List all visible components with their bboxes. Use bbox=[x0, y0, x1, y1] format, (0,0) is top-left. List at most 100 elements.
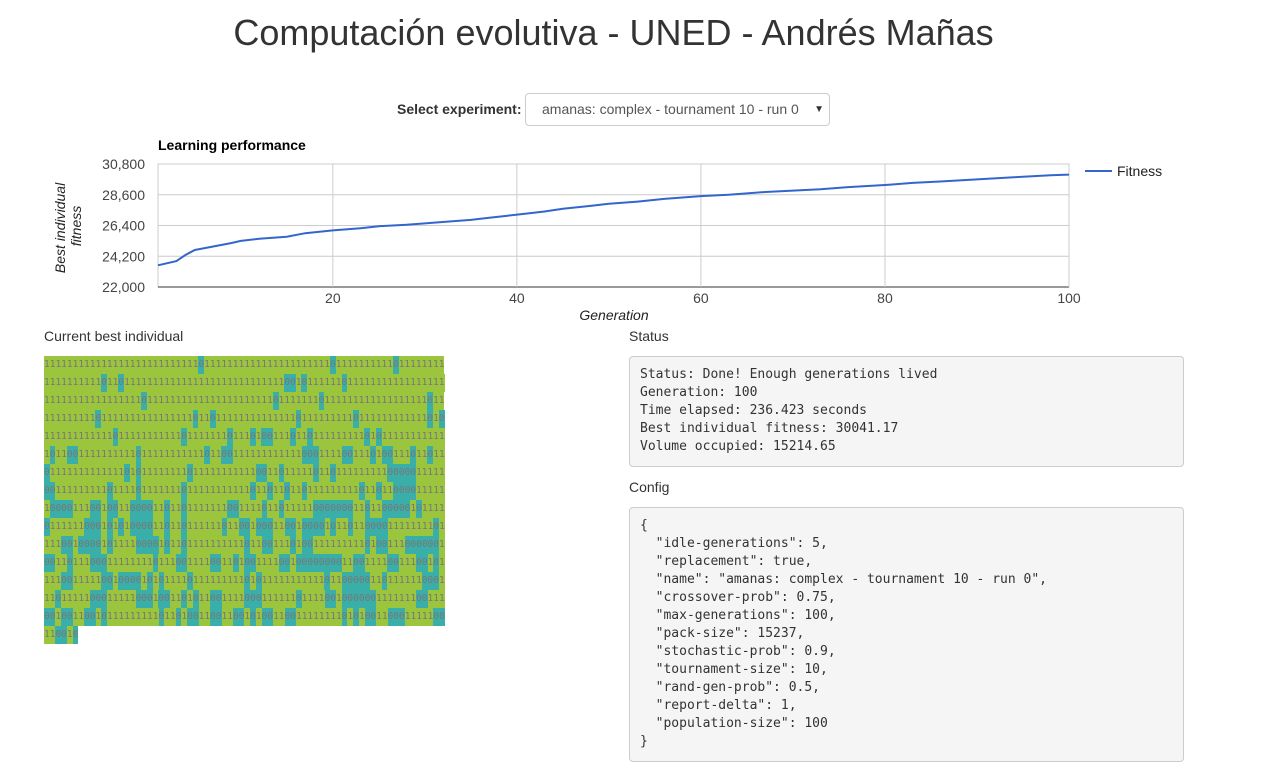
bit-run: 11111111111 bbox=[192, 464, 256, 482]
bit-run: 0 bbox=[227, 428, 233, 446]
bit-run: 000 bbox=[255, 518, 274, 536]
bit-run: 1111111 bbox=[187, 500, 228, 518]
bit-run: 0000 bbox=[135, 536, 159, 554]
bit-run: 000000 bbox=[341, 590, 377, 608]
bit-run: 000000 bbox=[404, 536, 439, 554]
chart-x-axis-ticks: 20 40 60 80 100 bbox=[325, 290, 1081, 306]
bit-run: 0 bbox=[147, 572, 153, 590]
bit-row: 1110010000101111000010110111111111101100… bbox=[44, 536, 597, 554]
bit-run: 00 bbox=[158, 590, 170, 608]
bit-run: 00 bbox=[261, 608, 274, 626]
bit-row: 0111111000101010000110110111111011001000… bbox=[44, 518, 597, 536]
bit-run: 0 bbox=[347, 518, 354, 536]
bit-run: 1111 bbox=[301, 590, 325, 608]
bit-run: 1111111111111111111111 bbox=[146, 392, 273, 410]
bit-run: 1 bbox=[375, 446, 382, 464]
bit-run: 11 bbox=[330, 572, 342, 590]
bit-run: 1 bbox=[187, 590, 193, 608]
bit-run: 11 bbox=[255, 482, 268, 500]
bit-run: 0 bbox=[232, 554, 239, 572]
bit-run: 111111111111 bbox=[232, 446, 302, 464]
bit-run: 0 bbox=[101, 608, 108, 626]
bit-run: 11 bbox=[198, 608, 211, 626]
y-tick-label: 22,000 bbox=[102, 279, 145, 295]
experiment-label: Select experiment: bbox=[397, 101, 522, 117]
bit-row: 0010011001011111111101101001100110010100… bbox=[44, 608, 597, 626]
bit-run: 0 bbox=[141, 392, 147, 410]
bit-run: 11111111 bbox=[295, 608, 342, 626]
bit-run: 0 bbox=[301, 482, 308, 500]
bit-run: 00 bbox=[255, 464, 268, 482]
bit-run: 0 bbox=[66, 554, 73, 572]
bit-run: 11 bbox=[267, 464, 279, 482]
bit-run: 111111111 bbox=[335, 464, 388, 482]
bit-run: 1111 bbox=[187, 554, 210, 572]
bit-run: 11 bbox=[376, 608, 388, 626]
bit-run: 11111111 bbox=[141, 464, 188, 482]
bit-run: 00 bbox=[324, 590, 336, 608]
bit-run: 0000 bbox=[78, 536, 102, 554]
bit-run: 111111111 bbox=[107, 608, 159, 626]
bit-run: 1 bbox=[370, 536, 377, 554]
bit-run: 00 bbox=[284, 374, 296, 392]
bit-run: 111111111 bbox=[301, 410, 353, 428]
bit-run: 11 bbox=[169, 590, 182, 608]
bit-run: 11 bbox=[44, 590, 56, 608]
bit-run: 00 bbox=[55, 626, 67, 644]
bit-run: 00 bbox=[244, 554, 256, 572]
bit-run: 0 bbox=[318, 392, 325, 410]
bit-run: 0 bbox=[290, 428, 296, 446]
bit-run: 11111 bbox=[72, 572, 102, 590]
bit-run: 0 bbox=[164, 536, 170, 554]
bit-run: 00 bbox=[89, 500, 102, 518]
bit-run: 0 bbox=[192, 410, 199, 428]
bit-run: 0 bbox=[410, 446, 417, 464]
bit-run: 1111 bbox=[238, 500, 262, 518]
bit-run: 1 bbox=[95, 608, 102, 626]
y-tick-label: 28,600 bbox=[102, 187, 145, 203]
bit-run: 11 bbox=[55, 446, 67, 464]
bit-run: 1111 bbox=[112, 536, 136, 554]
bit-run: 1 bbox=[250, 518, 256, 536]
bit-run: 1 bbox=[244, 608, 251, 626]
bit-run: 111111111111 bbox=[44, 428, 113, 446]
bit-run: 11111111 bbox=[387, 518, 434, 536]
bit-run: 00 bbox=[84, 608, 96, 626]
bit-run: 0 bbox=[244, 572, 251, 590]
bit-run: 11 bbox=[152, 518, 165, 536]
bit-run: 111111111111 bbox=[358, 410, 428, 428]
bit-run: 0 bbox=[364, 428, 371, 446]
bit-row: 0111111111111101011111111011111111111001… bbox=[44, 464, 597, 482]
bit-run: 11 bbox=[370, 572, 382, 590]
bit-run: 0 bbox=[250, 608, 256, 626]
bit-run: 1 bbox=[335, 590, 342, 608]
bit-run: 11111111111111111 bbox=[347, 374, 445, 392]
current-best-individual-label: Current best individual bbox=[44, 328, 184, 344]
bit-run: 0 bbox=[261, 500, 268, 518]
bit-run: 11 bbox=[353, 518, 365, 536]
bit-run: 11111 bbox=[416, 482, 445, 500]
bit-run: 11 bbox=[433, 392, 445, 410]
bit-run: 11111111111111111 bbox=[44, 392, 142, 410]
bit-run: 111111 bbox=[261, 590, 296, 608]
bit-run: 00 bbox=[301, 536, 314, 554]
bit-run: 0000 bbox=[129, 500, 153, 518]
bit-run: 1 bbox=[295, 374, 302, 392]
bit-run: 1 bbox=[438, 572, 445, 590]
bit-run: 111111111 bbox=[313, 428, 365, 446]
bit-run: 1111111 bbox=[376, 590, 417, 608]
bit-row: 0011111111101111011111110111111111110110… bbox=[44, 482, 597, 500]
bit-run: 0 bbox=[284, 482, 291, 500]
bit-run: 00 bbox=[376, 536, 388, 554]
y-tick-label: 30,800 bbox=[102, 156, 145, 172]
bit-run: 000 bbox=[244, 590, 262, 608]
bit-run: 0 bbox=[278, 464, 285, 482]
bit-row: 1011001111111111011111111111011001111111… bbox=[44, 446, 597, 464]
bit-run: 00 bbox=[284, 608, 296, 626]
bit-run: 0 bbox=[370, 446, 376, 464]
bit-run: 0 bbox=[249, 428, 256, 446]
experiment-select[interactable]: amanas: complex - tournament 10 - run 0 … bbox=[525, 93, 830, 126]
bit-run: 0 bbox=[341, 374, 348, 392]
bit-run: 11111111111 bbox=[187, 482, 250, 500]
bit-run: 0 bbox=[301, 374, 308, 392]
